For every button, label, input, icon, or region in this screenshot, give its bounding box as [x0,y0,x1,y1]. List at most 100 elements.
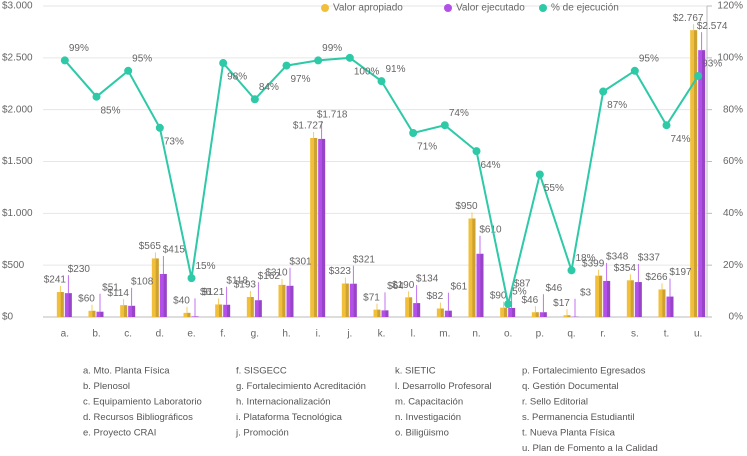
data-label: 99% [69,43,89,54]
bar-shade [702,50,706,318]
y2-tick-label: 100% [717,52,743,63]
bar [603,280,611,317]
category-key: n. Investigación [395,412,461,423]
data-label: $162 [258,271,281,282]
line-point [124,66,133,75]
legend-label: Valor ejecutado [456,3,525,14]
data-label: $6 [200,287,212,298]
data-label: $301 [289,256,312,267]
x-tick-label: a. [61,329,69,340]
data-label: $3 [580,287,592,298]
line-point [250,95,259,104]
line-point [219,59,228,68]
line-point [155,123,164,132]
category-key: k. SIETIC [395,366,436,377]
x-tick-label: i. [316,329,321,340]
category-key: p. Fortalecimiento Egresados [522,366,646,377]
data-label: $415 [163,245,186,256]
category-key: u. Plan de Fomento a la Calidad [522,443,658,454]
line-point [92,92,101,101]
category-key: j. Promoción [235,428,289,439]
data-label: $950 [455,201,478,212]
line-point [187,274,196,283]
y2-tick-label: 20% [723,260,743,271]
bar-shade [662,289,666,317]
bar [666,296,674,317]
y2-tick-label: 120% [717,1,743,12]
bar-shade [512,307,516,317]
bar-shade [607,280,611,317]
category-key: e. Proyecto CRAI [83,428,156,439]
bar [539,312,547,317]
x-tick-label: q. [567,329,575,340]
data-label: $118 [226,275,248,286]
y2-tick-label: 60% [723,156,743,167]
line-point [662,121,671,130]
y-tick-label: $3.000 [2,1,33,12]
data-label: $1.727 [293,121,324,132]
category-key: g. Fortalecimiento Acreditación [236,381,366,392]
bar-shade [290,285,294,317]
bar [468,218,476,317]
bar-shade [480,253,484,317]
bar-shade [599,275,603,317]
data-label: 87% [607,100,627,111]
x-tick-label: g. [251,329,259,340]
bar [88,310,96,317]
bar-shade [124,305,128,317]
data-label: 95% [132,53,152,64]
line-point [472,147,481,156]
category-key: h. Internacionalización [236,397,331,408]
data-label: $337 [638,253,661,264]
data-label: $17 [553,298,570,309]
bar-shade [543,312,547,317]
line-point [60,56,69,65]
data-label: 64% [481,160,501,171]
bar [626,280,634,317]
bar-shade [417,303,421,317]
bar-shade [638,282,642,317]
bar [286,285,294,317]
data-label: 95% [639,53,659,64]
x-tick-label: k. [378,329,386,340]
data-label: 91% [386,64,406,75]
data-label: $266 [645,272,668,283]
y2-tick-label: 40% [723,208,743,219]
data-label: $354 [614,263,637,274]
bar [56,292,64,317]
data-label: $64 [387,281,404,292]
data-label: $114 [107,288,129,299]
data-label: 5% [512,287,527,298]
category-key: i. Plataforma Tecnológica [236,412,343,423]
x-tick-label: c. [124,329,132,340]
bar [120,305,128,317]
x-tick-label: r. [600,329,606,340]
category-key: q. Gestión Documental [522,381,619,392]
bar [151,258,159,317]
bar-shade [409,297,413,317]
data-label: $1.718 [317,110,348,121]
bar-shade [345,283,349,317]
bar [246,296,254,317]
bar [634,282,642,317]
y2-tick-label: 80% [723,104,743,115]
data-label: $87 [514,279,531,290]
bar [595,275,603,317]
bar-shade [440,308,444,317]
data-label: 71% [417,142,437,153]
bar [508,307,516,317]
bar [349,283,357,317]
data-label: $51 [102,282,119,293]
bar [563,315,571,317]
line-point [409,128,418,137]
data-label: 97% [291,74,311,85]
category-key: c. Equipamiento Laboratorio [83,397,202,408]
data-label: $108 [131,276,154,287]
data-label: $190 [392,280,415,291]
data-label: $321 [353,254,376,265]
category-key: l. Desarrollo Profesoral [395,381,492,392]
bar [128,305,136,317]
bar [373,309,381,317]
data-label: $46 [545,283,562,294]
bar [183,312,191,317]
